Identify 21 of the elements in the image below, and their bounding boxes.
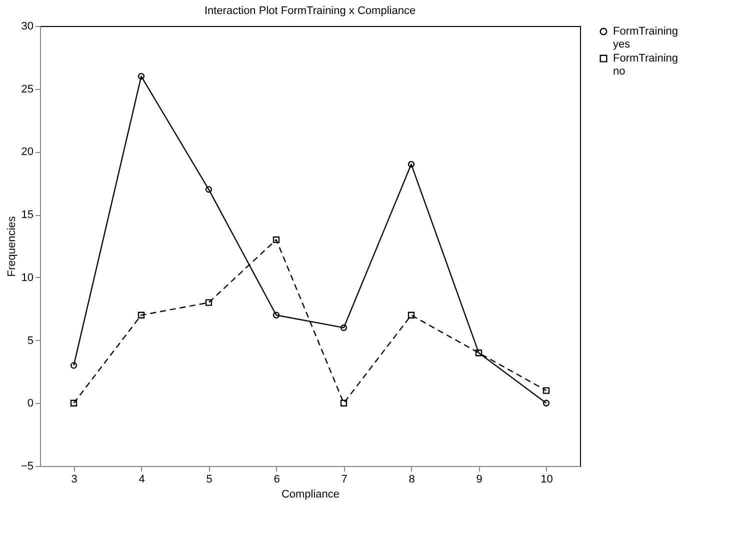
y-tick-label: 10: [21, 272, 34, 284]
y-tick-label: 5: [27, 334, 34, 347]
legend-label: FormTraining yes: [613, 26, 678, 50]
y-tick-label: 20: [21, 146, 34, 158]
y-tick-label: 0: [27, 398, 34, 410]
y-tick-label: 25: [21, 83, 34, 96]
y-axis-title: Frequencies: [6, 216, 18, 277]
x-tick-label: 5: [206, 474, 212, 486]
y-tick-label: 30: [21, 20, 34, 32]
chart-title: Interaction Plot FormTraining x Compliance: [204, 5, 416, 17]
y-tick-label: 15: [21, 209, 34, 222]
x-tick-label: 10: [540, 474, 553, 486]
x-tick-label: 8: [408, 474, 415, 486]
legend-label: FormTraining no: [613, 52, 678, 78]
x-tick-label: 3: [71, 474, 78, 486]
x-tick-label: 7: [341, 474, 348, 486]
x-tick-label: 6: [274, 474, 280, 486]
x-tick-label: 4: [138, 474, 145, 486]
x-tick-label: 9: [476, 474, 482, 486]
y-tick-label: −5: [20, 460, 34, 472]
x-axis-title: Compliance: [281, 488, 340, 500]
